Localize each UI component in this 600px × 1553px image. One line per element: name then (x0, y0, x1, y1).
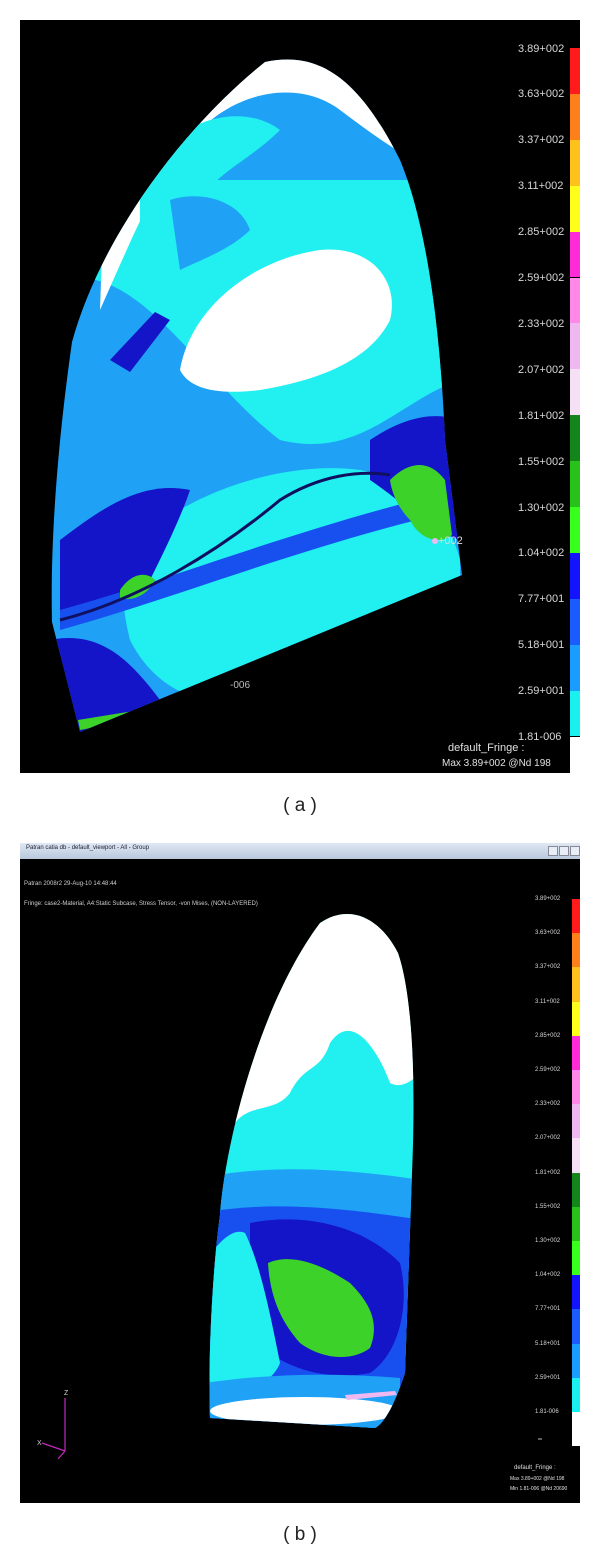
fringe-max-b: Max 3.89+002 @Nd 198 (510, 1476, 565, 1482)
scale-tick-label: 3.89+002 (535, 896, 561, 902)
axis-y-line (57, 1450, 66, 1460)
fringe-label-a: default_Fringe : (448, 742, 525, 754)
scale-tick-label: 1.04+002 (535, 1272, 561, 1279)
scale-color-swatch (572, 1275, 580, 1310)
scale-tick-label: 2.33+002 (518, 317, 565, 330)
scale-color-swatch (572, 899, 580, 934)
scale-color-swatch (572, 1138, 580, 1173)
scale-tick-label: 3.37+002 (518, 134, 565, 147)
fringe-label-b: default_Fringe : (514, 1465, 556, 1471)
scale-color-swatch (572, 1001, 580, 1036)
scale-tick-label: 7.77+001 (518, 593, 565, 606)
scale-tick-label: 1.55+002 (518, 455, 565, 468)
tooth-stress-contour-a: +002 -006 (51, 59, 463, 733)
scale-tick-label: 2.33+002 (535, 1101, 561, 1108)
scale-color-swatch (570, 48, 580, 94)
scale-color-swatch (572, 1241, 580, 1276)
scale-color-swatch (572, 1172, 580, 1207)
axis-x-label: X (37, 1440, 42, 1447)
scale-color-swatch (570, 369, 580, 416)
header-line-2: Fringe: case2-Material, A4:Static Subcas… (24, 901, 258, 907)
scale-tick-label: 2.59+001 (535, 1374, 561, 1381)
scale-color-swatch (570, 644, 580, 691)
fringe-max-a: Max 3.89+002 @Nd 198 (442, 758, 551, 769)
max-marker-label: +002 (438, 535, 463, 547)
scale-color-swatch (572, 1070, 580, 1105)
scale-color-swatch (570, 690, 580, 737)
scale-tick-label: 2.07+002 (518, 363, 565, 376)
header-line-1: Patran 2008r2 29-Aug-10 14:48:44 (24, 881, 117, 887)
scale-tick-label: 5.18+001 (518, 639, 565, 652)
scale-color-swatch (570, 415, 580, 462)
scale-color-swatch (570, 598, 580, 645)
window-titlebar: Patran catia db - default_viewport - All… (20, 843, 580, 859)
axis-z-label: Z (64, 1390, 69, 1397)
scale-color-swatch (570, 277, 580, 324)
scale-color-swatch (570, 736, 580, 773)
scale-color-swatch (570, 552, 580, 599)
caption-a: ( a ) (283, 795, 317, 816)
scale-color-swatch (572, 1377, 580, 1412)
scale-tick-label: 1.81+002 (535, 1169, 561, 1176)
scale-tick-label: 2.85+002 (535, 1032, 561, 1039)
scale-tick-label: 5.18+001 (535, 1340, 561, 1347)
scale-tick-label: 2.59+001 (518, 685, 565, 698)
stress-plot-panel-a: +002 -006 3.89+002 3.63+002 3.37+002 3.11+0… (20, 20, 580, 773)
scale-color-swatch (570, 93, 580, 140)
fringe-min-b: Min 1.81-006 @Nd 20690 (510, 1486, 568, 1492)
scale-color-swatch (570, 507, 580, 553)
caption-b: ( b ) (283, 1524, 317, 1545)
scale-tick-label: 1.81+002 (518, 409, 565, 422)
stress-plot-panel-b: Patran catia db - default_viewport - All… (20, 843, 580, 1503)
scale-color-swatch (570, 461, 580, 507)
close-button[interactable] (570, 846, 580, 856)
scale-color-swatch (570, 323, 580, 370)
window-title: Patran catia db - default_viewport - All… (26, 845, 150, 851)
scale-color-swatch (572, 1309, 580, 1344)
maximize-button[interactable] (559, 846, 569, 856)
scale-tick-label: 2.85+002 (518, 226, 565, 239)
scale-color-swatch (572, 1104, 580, 1139)
scale-tick-label: 3.89+002 (518, 42, 565, 55)
scale-color-swatch (572, 933, 580, 968)
scale-tick-label: 2.59+002 (535, 1067, 561, 1073)
scale-tick-label: 1.55+002 (535, 1203, 561, 1210)
scale-color-swatch (572, 1206, 580, 1241)
scale-color-swatch (570, 139, 580, 186)
scale-tick-label: 3.11+002 (535, 998, 560, 1005)
min-marker-label: -006 (230, 680, 250, 691)
scale-color-swatch (572, 967, 580, 1002)
scale-color-swatch (570, 231, 580, 278)
scale-tick-label: 1.81-006 (535, 1409, 559, 1415)
scale-tick-label: 2.59+002 (518, 272, 565, 284)
scale-tick-label: 3.37+002 (535, 964, 561, 971)
scale-tick-label: 1.04+002 (518, 547, 565, 560)
scale-tick-label: 2.07+002 (535, 1135, 561, 1142)
scale-color-swatch (570, 185, 580, 232)
scale-color-swatch (572, 1035, 580, 1070)
tooth-stress-contour-b: Z X (37, 914, 542, 1460)
scale-tick-label: 3.63+002 (535, 930, 561, 937)
scale-color-swatch (572, 1412, 580, 1447)
scale-color-swatch (572, 1343, 580, 1378)
scale-tick-label: 1.30+002 (518, 501, 565, 514)
axis-x-line (41, 1442, 66, 1452)
scale-tick-label: 7.77+001 (535, 1306, 561, 1313)
scale-tick-label: 3.63+002 (518, 88, 565, 101)
scale-tick-label: 1.81-006 (518, 731, 562, 743)
scale-tick-label: 3.11+002 (518, 180, 564, 193)
minimize-button[interactable] (548, 846, 558, 856)
scale-tick-label: 1.30+002 (535, 1238, 561, 1244)
